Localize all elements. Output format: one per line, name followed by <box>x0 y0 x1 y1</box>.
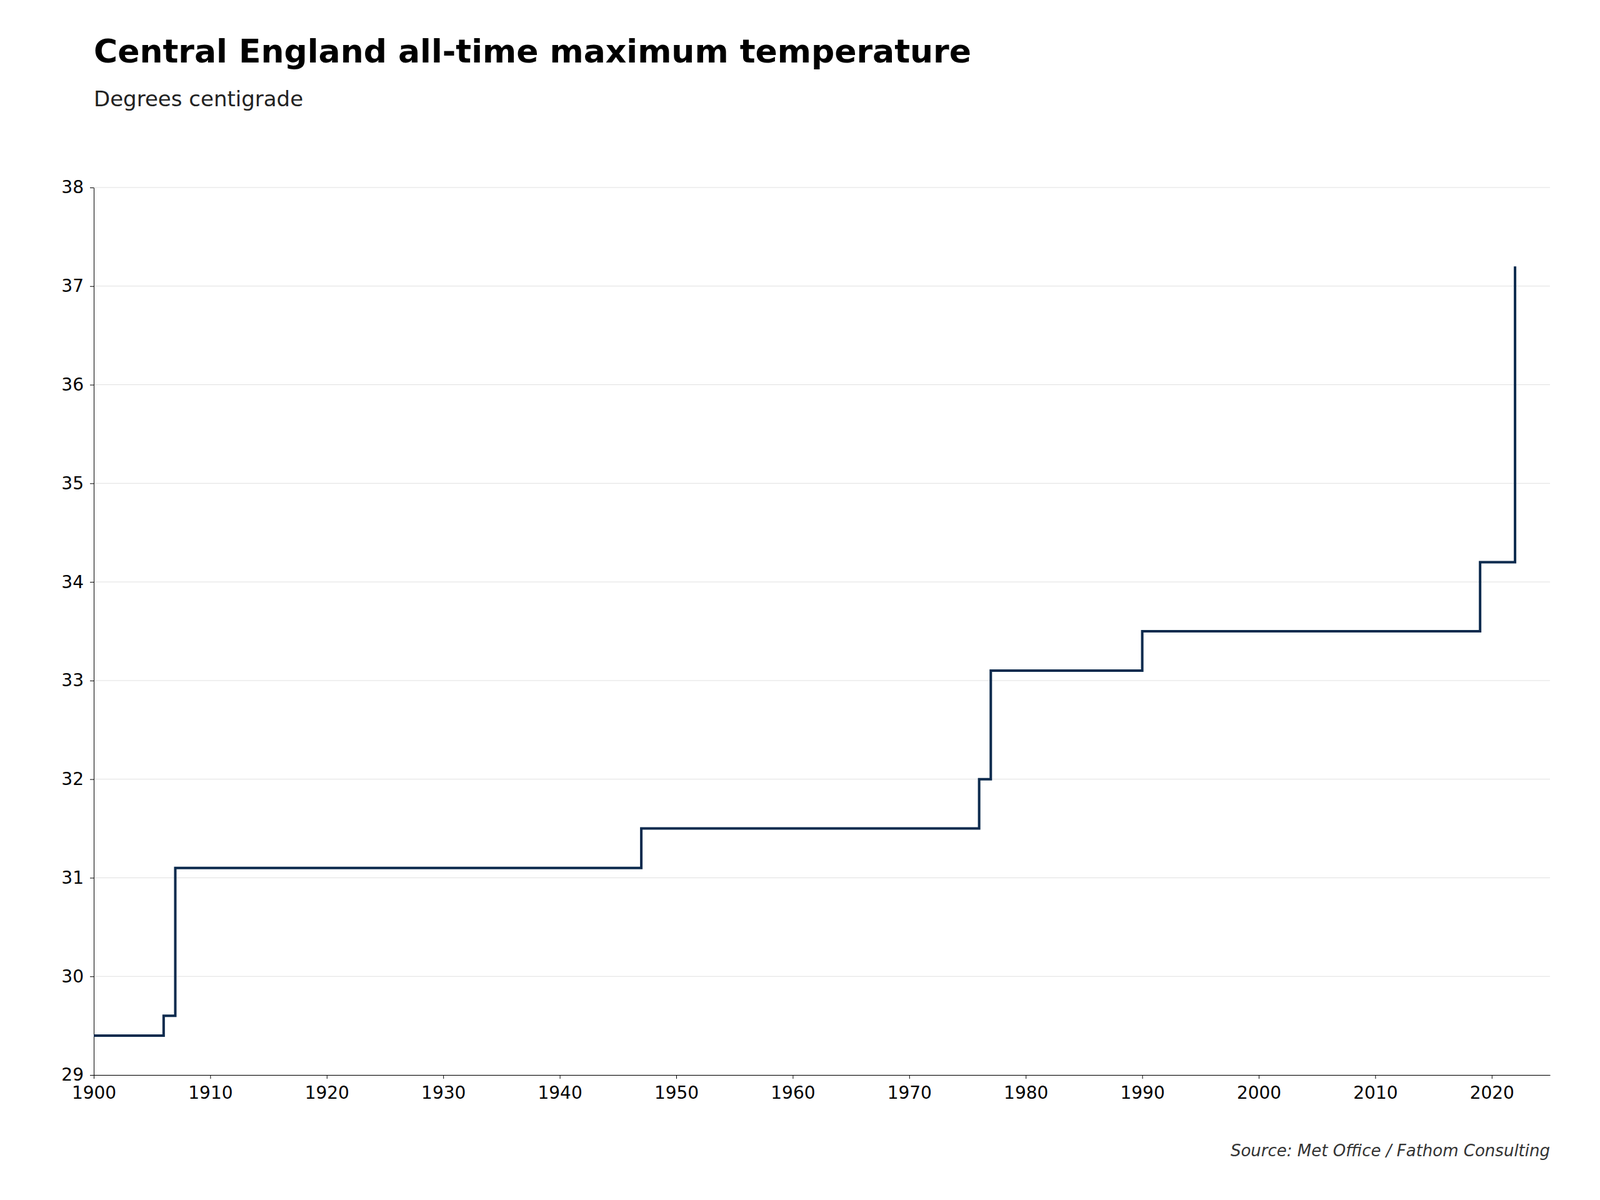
y-tick: 35 <box>61 473 94 494</box>
y-tick-mark <box>90 483 94 484</box>
x-tick-mark <box>210 1075 211 1079</box>
y-tick-label: 38 <box>61 176 84 198</box>
y-tick: 37 <box>61 275 94 297</box>
grid-line <box>93 877 1550 879</box>
y-tick: 33 <box>61 670 94 691</box>
y-tick-label: 30 <box>61 966 84 987</box>
grid-line <box>93 483 1550 484</box>
subtitle: Degrees centigrade <box>93 86 304 112</box>
x-tick-mark <box>792 1075 794 1079</box>
x-tick-mark <box>1375 1075 1376 1079</box>
grid-line <box>93 384 1550 385</box>
x-tick-label: 1950 <box>654 1082 699 1104</box>
x-tick-label: 2020 <box>1470 1082 1515 1104</box>
y-tick-label: 31 <box>61 867 84 889</box>
x-tick-label: 2010 <box>1353 1082 1398 1104</box>
x-tick-mark <box>560 1075 561 1079</box>
y-tick: 38 <box>61 176 94 198</box>
x-tick-mark <box>1491 1075 1493 1079</box>
y-tick-mark <box>90 581 94 583</box>
x-tick-mark <box>443 1075 444 1079</box>
y-tick-label: 34 <box>61 571 84 593</box>
x-tick-mark <box>1258 1075 1260 1079</box>
x-tick: 2000 <box>1236 1075 1282 1104</box>
x-tick: 1970 <box>887 1075 932 1104</box>
x-tick-label: 1940 <box>537 1082 582 1104</box>
y-tick-label: 36 <box>61 374 84 395</box>
x-tick: 2010 <box>1353 1075 1398 1104</box>
x-tick-label: 1960 <box>770 1082 815 1104</box>
x-axis: 1900 1910 1920 1930 1940 1950 1960 1970 1980 1990… <box>71 1075 1551 1104</box>
x-tick-label: 1980 <box>1003 1082 1049 1104</box>
marks <box>93 266 1515 1036</box>
x-axis-line <box>94 1075 1551 1076</box>
y-tick-mark <box>90 877 94 879</box>
x-tick-label: 1910 <box>188 1082 233 1104</box>
x-tick-label: 1970 <box>887 1082 932 1104</box>
y-tick-mark <box>90 976 94 977</box>
y-tick: 36 <box>61 374 94 395</box>
x-tick: 1910 <box>188 1075 233 1104</box>
y-tick-label: 33 <box>61 670 84 691</box>
y-tick-mark <box>90 286 94 287</box>
x-tick: 1920 <box>305 1075 350 1104</box>
y-tick-label: 37 <box>61 275 84 297</box>
y-tick: 32 <box>61 768 94 790</box>
title: Central England all-time maximum tempera… <box>93 32 972 70</box>
y-tick-label: 35 <box>61 473 84 494</box>
grid-line <box>93 778 1550 780</box>
y-tick-mark <box>90 187 94 189</box>
y-tick-mark <box>90 779 94 780</box>
grid-line <box>93 1075 1550 1076</box>
y-tick: 34 <box>61 571 94 593</box>
y-tick: 31 <box>61 867 94 889</box>
x-tick-label: 1900 <box>71 1082 117 1104</box>
y-tick-mark <box>90 680 94 682</box>
x-tick-label: 2000 <box>1236 1082 1282 1104</box>
line <box>93 266 1515 1036</box>
x-tick-mark <box>93 1075 95 1079</box>
y-tick: 30 <box>61 966 94 987</box>
x-tick: 1940 <box>537 1075 582 1104</box>
chart: Central England all-time maximum tempera… <box>0 0 1600 1200</box>
grid <box>93 187 1550 1075</box>
y-tick-label: 32 <box>61 768 84 790</box>
x-tick-mark <box>326 1075 328 1079</box>
y-axis-line <box>93 188 95 1076</box>
y-tick: 29 <box>61 1064 94 1085</box>
x-tick-mark <box>676 1075 677 1079</box>
x-tick-label: 1990 <box>1120 1082 1165 1104</box>
y-axis: 29 30 31 32 33 34 35 36 37 38 <box>61 176 94 1085</box>
x-tick: 1930 <box>421 1075 466 1104</box>
grid-line <box>93 285 1550 287</box>
x-tick: 1980 <box>1003 1075 1049 1104</box>
x-tick-mark <box>1025 1075 1027 1079</box>
grid-line <box>93 187 1550 189</box>
x-tick: 1950 <box>654 1075 699 1104</box>
plot: 1900 1910 1920 1930 1940 1950 1960 1970 1980 1990… <box>61 176 1550 1103</box>
grid-line <box>93 581 1550 583</box>
x-tick: 1960 <box>770 1075 815 1104</box>
x-tick-label: 1920 <box>305 1082 350 1104</box>
x-tick: 2020 <box>1470 1075 1515 1104</box>
x-tick: 1990 <box>1120 1075 1165 1104</box>
x-tick-label: 1930 <box>421 1082 466 1104</box>
x-tick-mark <box>1142 1075 1144 1079</box>
grid-line <box>93 680 1550 681</box>
grid-line <box>93 976 1550 977</box>
y-tick-mark <box>90 1075 94 1076</box>
y-tick-label: 29 <box>61 1064 84 1085</box>
annotation: Source: Met Office / Fathom Consulting <box>1230 1141 1550 1160</box>
x-tick-mark <box>909 1075 910 1079</box>
y-tick-mark <box>90 385 94 386</box>
